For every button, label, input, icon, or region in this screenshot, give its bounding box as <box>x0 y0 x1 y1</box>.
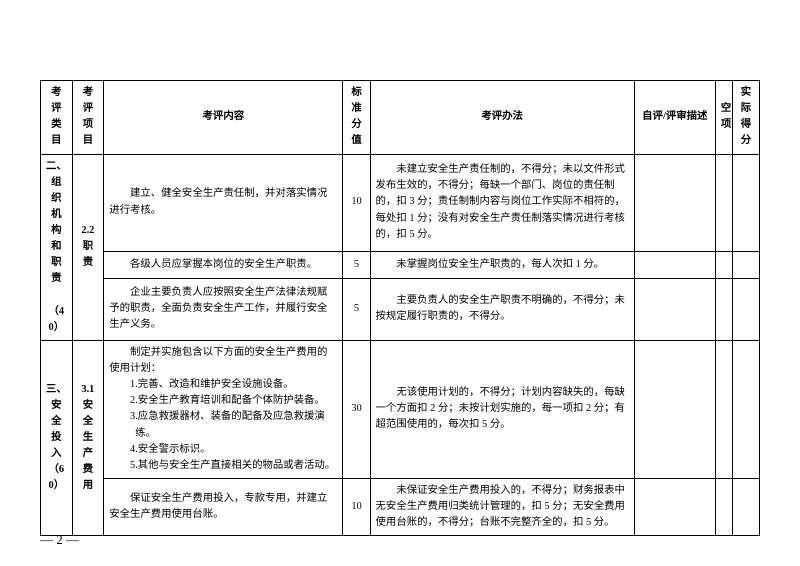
blank-cell <box>715 340 732 478</box>
content-line: 3.应急救援器材、装备的配备及应急救援演练。 <box>109 409 337 441</box>
score-cell: 10 <box>343 478 370 535</box>
blank-cell <box>715 278 732 340</box>
method-text: 未建立安全生产责任制的，不得分；未以文件形式发布生效的，不得分；每缺一个部门、岗… <box>376 162 629 243</box>
method-cell: 未掌握岗位安全生产职责的，每人次扣 1 分。 <box>370 251 634 278</box>
table-header-row: 考评类目 考评项目 考评内容 标准分值 考评办法 自评/评审描述 空项 实际得分 <box>41 81 760 155</box>
content-lead: 制定并实施包含以下方面的安全生产费用的使用计划： <box>109 345 337 377</box>
actual-cell <box>732 154 759 251</box>
col-desc: 自评/评审描述 <box>634 81 715 155</box>
blank-cell <box>715 251 732 278</box>
content-text: 企业主要负责人应按照安全生产法律法规赋予的职责，全面负责安全生产工作，并履行安全… <box>109 285 337 333</box>
table-row: 各级人员应掌握本岗位的安全生产职责。 5 未掌握岗位安全生产职责的，每人次扣 1… <box>41 251 760 278</box>
method-text: 无该使用计划的，不得分；计划内容缺失的，每缺一个方面扣 2 分；未按计划实施的，… <box>376 385 629 433</box>
col-category: 考评类目 <box>41 81 73 155</box>
desc-cell <box>634 154 715 251</box>
table-row: 企业主要负责人应按照安全生产法律法规赋予的职责，全面负责安全生产工作，并履行安全… <box>41 278 760 340</box>
col-score: 标准分值 <box>343 81 370 155</box>
method-cell: 无该使用计划的，不得分；计划内容缺失的，每缺一个方面扣 2 分；未按计划实施的，… <box>370 340 634 478</box>
method-cell: 未建立安全生产责任制的，不得分；未以文件形式发布生效的，不得分；每缺一个部门、岗… <box>370 154 634 251</box>
content-text: 各级人员应掌握本岗位的安全生产职责。 <box>109 257 337 273</box>
category-label: 二、组织机构和职责 <box>46 161 67 285</box>
actual-cell <box>732 478 759 535</box>
method-text: 未保证安全生产费用投入的，不得分；财务报表中无安全生产费用归类统计管理的，扣 5… <box>376 483 629 531</box>
blank-cell <box>715 478 732 535</box>
desc-cell <box>634 478 715 535</box>
method-cell: 未保证安全生产费用投入的，不得分；财务报表中无安全生产费用归类统计管理的，扣 5… <box>370 478 634 535</box>
actual-cell <box>732 340 759 478</box>
content-cell: 建立、健全安全生产责任制，并对落实情况进行考核。 <box>104 154 343 251</box>
actual-cell <box>732 278 759 340</box>
item-cell: 3.1 安全生产费用 <box>72 340 104 535</box>
category-cell: 三、安全投入 （60） <box>41 340 73 535</box>
content-cell: 保证安全生产费用投入，专款专用，并建立安全生产费用使用台账。 <box>104 478 343 535</box>
desc-cell <box>634 278 715 340</box>
content-line: 4.安全警示标识。 <box>109 442 337 458</box>
content-line: 5.其他与安全生产直接相关的物品或者活动。 <box>109 458 337 474</box>
col-blank: 空项 <box>715 81 732 155</box>
actual-cell <box>732 251 759 278</box>
score-cell: 5 <box>343 278 370 340</box>
content-text: 保证安全生产费用投入，专款专用，并建立安全生产费用使用台账。 <box>109 491 337 523</box>
content-cell: 制定并实施包含以下方面的安全生产费用的使用计划： 1.完善、改造和维护安全设施设… <box>104 340 343 478</box>
content-text: 建立、健全安全生产责任制，并对落实情况进行考核。 <box>109 186 337 218</box>
content-line: 1.完善、改造和维护安全设施设备。 <box>109 377 337 393</box>
item-cell: 2.2 职责 <box>72 154 104 340</box>
method-text: 主要负责人的安全生产职责不明确的，不得分；未按规定履行职责的，不得分。 <box>376 293 629 325</box>
col-item: 考评项目 <box>72 81 104 155</box>
col-content: 考评内容 <box>104 81 343 155</box>
blank-cell <box>715 154 732 251</box>
page-number: — 2 — <box>40 532 79 548</box>
content-line: 2.安全生产教育培训和配备个体防护装备。 <box>109 393 337 409</box>
col-method: 考评办法 <box>370 81 634 155</box>
score-cell: 5 <box>343 251 370 278</box>
category-cell: 二、组织机构和职责 （40） <box>41 154 73 340</box>
content-cell: 企业主要负责人应按照安全生产法律法规赋予的职责，全面负责安全生产工作，并履行安全… <box>104 278 343 340</box>
category-points: （60） <box>49 464 65 491</box>
method-cell: 主要负责人的安全生产职责不明确的，不得分；未按规定履行职责的，不得分。 <box>370 278 634 340</box>
category-points: （40） <box>49 306 65 333</box>
desc-cell <box>634 340 715 478</box>
content-cell: 各级人员应掌握本岗位的安全生产职责。 <box>104 251 343 278</box>
score-cell: 10 <box>343 154 370 251</box>
table-row: 保证安全生产费用投入，专款专用，并建立安全生产费用使用台账。 10 未保证安全生… <box>41 478 760 535</box>
table-row: 二、组织机构和职责 （40） 2.2 职责 建立、健全安全生产责任制，并对落实情… <box>41 154 760 251</box>
method-text: 未掌握岗位安全生产职责的，每人次扣 1 分。 <box>376 257 629 273</box>
desc-cell <box>634 251 715 278</box>
evaluation-table: 考评类目 考评项目 考评内容 标准分值 考评办法 自评/评审描述 空项 实际得分… <box>40 80 760 536</box>
col-actual: 实际得分 <box>732 81 759 155</box>
category-label: 三、安全投入 <box>46 384 67 460</box>
score-cell: 30 <box>343 340 370 478</box>
table-row: 三、安全投入 （60） 3.1 安全生产费用 制定并实施包含以下方面的安全生产费… <box>41 340 760 478</box>
